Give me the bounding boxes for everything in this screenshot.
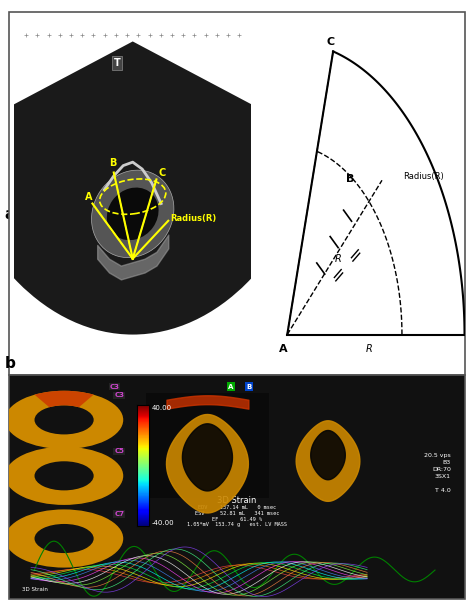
Text: C7: C7: [114, 511, 124, 517]
Text: Radius(R): Radius(R): [403, 172, 444, 182]
Ellipse shape: [107, 188, 159, 240]
Polygon shape: [311, 431, 345, 480]
Text: -40.00: -40.00: [152, 520, 174, 526]
Text: 3D Strain: 3D Strain: [217, 495, 257, 505]
Text: C: C: [327, 36, 335, 47]
Circle shape: [35, 405, 94, 434]
Circle shape: [5, 446, 123, 505]
Text: T: T: [114, 57, 120, 68]
Text: b: b: [5, 356, 16, 371]
Circle shape: [5, 391, 123, 449]
Text: B: B: [346, 174, 355, 185]
Text: R: R: [365, 344, 372, 354]
Polygon shape: [182, 424, 232, 491]
Text: C3: C3: [114, 393, 124, 399]
Text: 40.00: 40.00: [152, 405, 172, 411]
Polygon shape: [166, 414, 248, 513]
Text: EDV    137.14 mL   0 msec
ESV     52.81 mL   341 msec
EF       61.49 %
1.05*mV  : EDV 137.14 mL 0 msec ESV 52.81 mL 341 ms…: [187, 505, 287, 528]
Circle shape: [35, 461, 94, 491]
Text: C5: C5: [114, 448, 124, 454]
Text: 20.5 vps
B3
DR:70
3SX1

T 4.0: 20.5 vps B3 DR:70 3SX1 T 4.0: [424, 454, 451, 494]
Text: A: A: [85, 192, 93, 202]
Text: 3D Strain: 3D Strain: [22, 587, 47, 592]
Text: a: a: [5, 208, 15, 222]
Text: C3: C3: [109, 384, 119, 390]
Text: A: A: [228, 384, 233, 390]
Text: A: A: [279, 344, 288, 354]
Polygon shape: [296, 420, 360, 502]
Circle shape: [35, 524, 94, 553]
Text: B: B: [109, 157, 117, 168]
Circle shape: [5, 509, 123, 567]
Text: R: R: [335, 254, 341, 264]
Ellipse shape: [91, 170, 174, 258]
Text: C: C: [159, 168, 166, 178]
FancyBboxPatch shape: [9, 375, 465, 599]
Text: B: B: [246, 384, 251, 390]
Wedge shape: [0, 42, 322, 335]
Text: Radius(R): Radius(R): [171, 214, 217, 223]
FancyBboxPatch shape: [9, 12, 465, 375]
FancyBboxPatch shape: [146, 393, 269, 499]
Wedge shape: [35, 391, 94, 407]
